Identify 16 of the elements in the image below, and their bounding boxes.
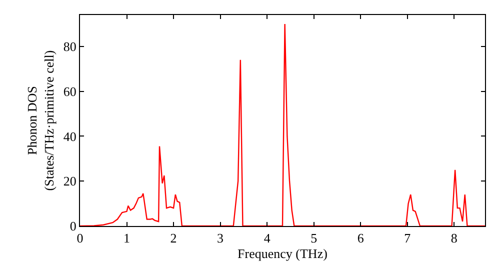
y-tick-label: 20 — [63, 174, 76, 189]
x-tick-label: 6 — [357, 230, 364, 246]
x-tick-label: 3 — [217, 230, 224, 246]
x-tick-label: 7 — [404, 230, 412, 246]
x-axis-title: Frequency (THz) — [238, 246, 328, 262]
x-tick-label: 2 — [170, 230, 177, 246]
x-tick-label: 5 — [310, 230, 318, 246]
y-axis-title: Phonon DOS (States/THz·primitive cell) — [24, 50, 56, 191]
y-tick-label: 40 — [63, 128, 76, 144]
x-tick-label: 1 — [124, 230, 130, 246]
y-tick-label: 80 — [63, 38, 76, 54]
x-tick-label: 8 — [450, 230, 458, 246]
line-series — [80, 23, 485, 226]
x-tick-label: 4 — [264, 230, 271, 246]
y-tick-label: 0 — [70, 218, 76, 234]
y-tick-label: 60 — [63, 84, 76, 99]
